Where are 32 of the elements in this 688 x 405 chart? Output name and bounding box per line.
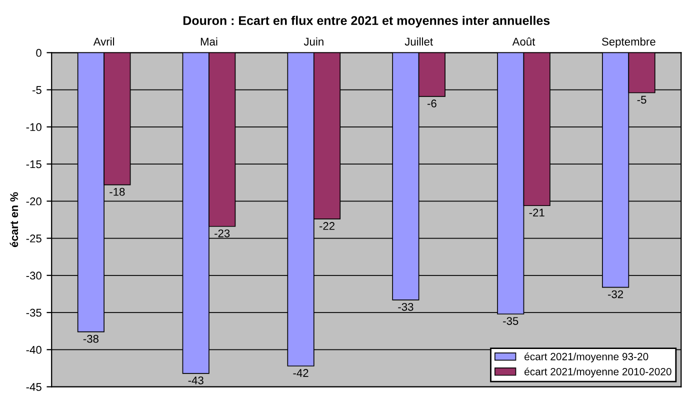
y-tick-label: -5 — [32, 86, 42, 94]
data-label: -32 — [608, 290, 624, 298]
data-label: -38 — [83, 334, 98, 343]
data-label: -43 — [188, 376, 204, 384]
x-tick-label: Août — [512, 37, 536, 46]
y-tick-label: -30 — [26, 272, 42, 280]
y-tick-label: -45 — [26, 383, 42, 391]
data-label: -33 — [398, 302, 414, 311]
y-tick-label: -25 — [26, 234, 42, 242]
x-tick-label: Avril — [93, 37, 114, 46]
legend-label: écart 2021/moyenne 2010-2020 — [524, 368, 672, 378]
y-tick-label: -35 — [26, 308, 42, 317]
y-tick-label: -15 — [26, 160, 42, 168]
y-axis-title: écart en % — [10, 192, 18, 248]
data-label: -21 — [529, 208, 544, 216]
y-tick-label: -20 — [26, 197, 42, 206]
chart-title: Douron : Ecart en flux entre 2021 et moyennes inter annuelles — [183, 16, 550, 28]
data-label: -23 — [214, 229, 230, 238]
data-label: -18 — [110, 188, 125, 196]
x-tick-label: Mai — [200, 37, 218, 46]
data-label: -22 — [319, 222, 334, 230]
y-tick-label: -10 — [26, 123, 42, 132]
x-tick-label: Septembre — [602, 37, 656, 48]
data-label: -35 — [503, 317, 518, 325]
data-label: -6 — [427, 100, 436, 108]
x-tick-label: Juillet — [404, 37, 433, 46]
data-label: -5 — [637, 96, 646, 104]
data-label: -42 — [293, 369, 308, 377]
legend-label: écart 2021/moyenne 93-20 — [524, 352, 648, 362]
x-tick-label: Juin — [304, 37, 324, 46]
y-tick-label: 0 — [36, 48, 42, 57]
y-tick-label: -40 — [26, 346, 42, 354]
